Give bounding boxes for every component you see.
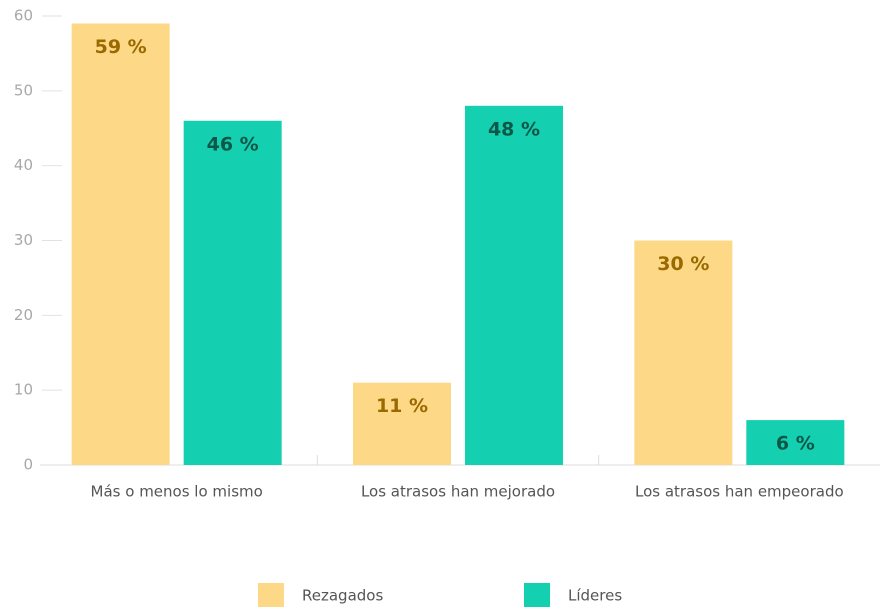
y-tick-label: 40 [14,156,33,174]
y-tick-label: 0 [23,456,33,474]
legend-label: Rezagados [302,587,383,605]
x-tick-label: Los atrasos han empeorado [635,483,844,501]
bar [746,420,845,465]
y-tick-label: 60 [14,7,33,25]
value-label: 30 % [657,253,709,275]
bar [71,23,170,465]
y-tick-label: 50 [14,81,33,99]
y-tick-label: 30 [14,231,33,249]
value-label: 6 % [776,433,815,455]
value-label: 48 % [488,118,540,140]
value-label: 59 % [95,36,147,58]
legend-swatch [258,583,284,607]
y-tick-label: 10 [14,381,33,399]
bar [353,382,451,465]
x-tick-label: Más o menos lo mismo [91,483,263,501]
bar [183,120,282,466]
bar [465,105,563,466]
legend-label: Líderes [568,587,622,605]
x-tick-label: Los atrasos han mejorado [361,483,555,501]
y-tick-label: 20 [14,306,33,324]
value-label: 11 % [376,395,428,417]
bar [634,240,733,465]
value-label: 46 % [207,133,259,155]
legend-swatch [524,583,550,607]
